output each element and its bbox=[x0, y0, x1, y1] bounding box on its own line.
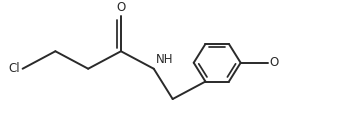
Text: NH: NH bbox=[156, 53, 173, 66]
Text: Cl: Cl bbox=[8, 62, 20, 75]
Text: O: O bbox=[116, 1, 126, 14]
Text: O: O bbox=[269, 56, 278, 69]
